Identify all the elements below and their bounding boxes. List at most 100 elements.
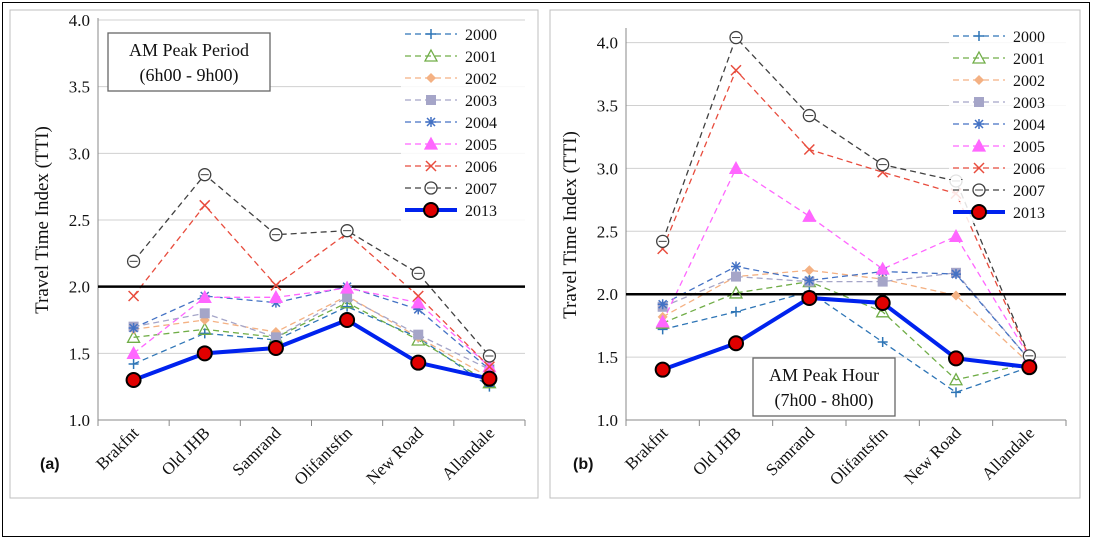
data-point-2004 (413, 304, 424, 315)
y-axis-label: Travel Time Index (TTI) (560, 131, 581, 319)
data-point-2003 (413, 329, 424, 340)
data-point-2001 (875, 304, 890, 318)
legend-marker-2001 (971, 50, 987, 64)
data-point-2005 (948, 228, 964, 242)
legend-label-2004: 2004 (1013, 117, 1045, 134)
legend-marker-2004 (426, 117, 436, 127)
series-line-2000 (662, 290, 1030, 394)
series-line-2001 (133, 301, 490, 384)
legend-marker-2005 (971, 138, 987, 152)
data-point-2003 (877, 276, 888, 287)
y-axis-label: Travel Time Index (TTI) (32, 126, 53, 314)
data-point-2005 (875, 261, 890, 275)
annotation-text: (6h00 - 9h00) (140, 65, 239, 86)
legend-marker-2004 (974, 119, 984, 129)
series-line-2005 (662, 167, 1030, 358)
series-line-2000 (133, 305, 490, 388)
series-line-2003 (133, 296, 490, 370)
series-line-2005 (133, 287, 490, 368)
data-point-2013 (196, 345, 213, 362)
legend-label-2006: 2006 (465, 159, 497, 176)
y-tick-label: 4.0 (597, 34, 618, 53)
data-point-2000 (731, 306, 741, 317)
data-point-2000 (199, 328, 210, 339)
legend-bg (401, 156, 525, 177)
annotation-text: AM Peak Hour (769, 365, 879, 385)
panel-label: (a) (40, 456, 60, 473)
data-point-2013 (339, 312, 356, 328)
data-point-2000 (342, 301, 353, 312)
data-point-2003 (342, 292, 353, 303)
data-point-2013 (267, 340, 284, 356)
legend-bg (949, 26, 1073, 47)
series-line-2004 (662, 265, 1030, 361)
data-point-2006 (803, 143, 815, 156)
legend-marker-2003 (426, 95, 436, 105)
y-tick-label: 3.5 (69, 78, 90, 97)
legend-label-2013: 2013 (1013, 205, 1045, 222)
legend-label-2004: 2004 (465, 115, 497, 132)
annotation-text: (7h00 - 8h00) (775, 390, 874, 411)
annotation-text: AM Peak Period (129, 40, 249, 60)
legend-bg (949, 158, 1073, 179)
data-point-2001 (728, 285, 744, 299)
legend-label-2013: 2013 (465, 203, 497, 220)
data-point-2013 (125, 372, 142, 388)
legend-label-2007: 2007 (1013, 183, 1045, 200)
data-point-2004 (657, 299, 668, 310)
data-point-2002 (804, 265, 815, 276)
data-point-2013 (874, 295, 891, 311)
data-point-2013 (481, 370, 498, 387)
series-line-2007 (133, 173, 490, 357)
data-point-2000 (128, 359, 139, 369)
y-tick-label: 1.5 (597, 348, 618, 367)
data-point-2004 (951, 269, 961, 280)
panel-frame (549, 9, 1081, 499)
legend-marker-2000 (974, 31, 984, 41)
series-line-2013 (661, 295, 1030, 372)
legend-marker-2006 (973, 162, 985, 174)
data-point-2003 (270, 332, 281, 343)
legend-label-2000: 2000 (465, 27, 497, 44)
data-point-2005 (802, 208, 817, 222)
data-point-2003 (731, 271, 741, 282)
series-line-2002 (662, 269, 1030, 364)
data-point-2013 (654, 361, 671, 378)
y-tick-label: 3.0 (69, 144, 90, 163)
data-point-2006 (128, 290, 140, 302)
data-point-2004 (731, 261, 741, 272)
y-tick-label: 2.0 (597, 285, 618, 304)
annotation-box (107, 32, 271, 92)
y-tick-label: 2.0 (69, 278, 90, 297)
data-point-2000 (877, 337, 888, 347)
legend-marker-2001 (423, 48, 439, 62)
data-point-2001 (948, 372, 964, 386)
series-line-2002 (133, 295, 490, 378)
data-point-2004 (804, 275, 815, 286)
data-point-2005 (411, 295, 426, 309)
legend-marker-2002 (974, 75, 984, 85)
data-point-2005 (197, 289, 212, 303)
data-point-2000 (951, 387, 961, 398)
data-point-2005 (126, 345, 141, 359)
data-point-2001 (126, 329, 141, 343)
legend-label-2005: 2005 (1013, 139, 1045, 156)
data-point-2006 (412, 290, 424, 302)
annotation-box (752, 357, 896, 417)
y-tick-label: 1.5 (69, 344, 90, 363)
data-point-2005 (268, 289, 284, 303)
legend-marker-2002 (426, 73, 436, 83)
data-point-2002 (951, 290, 961, 301)
legend-marker-2013 (423, 202, 439, 218)
legend-bg (401, 112, 525, 133)
series-line-2013 (132, 317, 490, 382)
legend-label-2001: 2001 (465, 49, 497, 66)
data-point-2013 (728, 335, 744, 352)
legend-marker-2005 (423, 136, 439, 150)
legend-bg (401, 68, 525, 89)
legend-label-2000: 2000 (1013, 29, 1045, 46)
legend-marker-2003 (974, 97, 984, 107)
